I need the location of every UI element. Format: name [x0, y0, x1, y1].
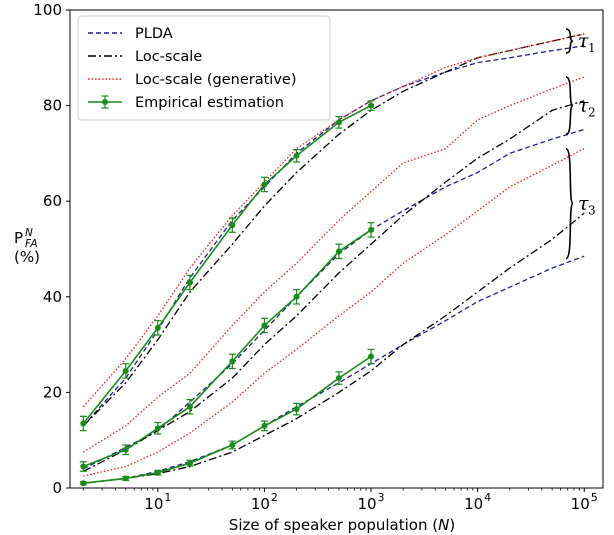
y-tick-label: 0 [52, 479, 62, 497]
series-empirical-τ3 [79, 348, 375, 487]
data-point [335, 375, 342, 382]
annotations: τ 1τ 2τ 3 [565, 28, 596, 260]
y-tick-label: 40 [43, 288, 62, 306]
data-point [229, 441, 236, 448]
series-line [83, 148, 585, 477]
data-point [154, 425, 161, 432]
data-point [154, 469, 161, 476]
legend-entry: Empirical estimation [88, 95, 284, 111]
y-tick-label: 100 [33, 1, 62, 19]
series-empirical-τ1 [79, 100, 375, 432]
legend-label: Loc-scale (generative) [135, 72, 296, 88]
tau-subscript: 1 [588, 41, 596, 55]
y-axis-label-main: P [14, 229, 23, 247]
series-line [82, 76, 585, 453]
tau-label: τ [578, 30, 589, 52]
brace [565, 147, 574, 260]
series-line [83, 128, 585, 470]
y-tick-label: 60 [43, 192, 62, 210]
x-tick-exponent: 4 [484, 491, 491, 504]
series-generative-τ2 [82, 76, 585, 453]
data-point [80, 463, 87, 470]
series-generative-τ3 [83, 148, 585, 477]
x-tick-label: 10 [464, 495, 483, 513]
data-point [293, 406, 300, 413]
x-tick-exponent: 2 [271, 491, 278, 504]
x-tick-label: 10 [357, 495, 376, 513]
plot-frame [69, 9, 604, 489]
data-point [80, 420, 87, 427]
legend-label: Empirical estimation [135, 95, 284, 111]
legend-entry: PLDA [88, 26, 173, 42]
data-point [293, 152, 300, 159]
y-axis-label-sup: N [25, 227, 33, 239]
series-line [83, 255, 585, 484]
legend-label: PLDA [135, 26, 173, 42]
legend-box [77, 15, 331, 121]
y-tick-label: 80 [43, 97, 62, 115]
tau-label: τ [578, 193, 589, 215]
data-point [335, 248, 342, 255]
data-point [261, 181, 268, 188]
data-point [122, 367, 129, 374]
tau-subscript: 3 [588, 204, 596, 218]
data-point [229, 358, 236, 365]
series-locscale-τ2 [83, 100, 585, 472]
series-plda-τ2 [83, 128, 585, 470]
series-locscale-τ3 [83, 212, 585, 484]
brace [565, 76, 574, 136]
legend-entry: Loc-scale (generative) [88, 72, 296, 88]
data-point [186, 460, 193, 467]
series-locscale-τ1 [82, 33, 585, 427]
series-empirical-τ2 [79, 222, 375, 472]
series-plda-τ3 [83, 255, 585, 484]
y-axis-label: P N FA (%) [14, 227, 40, 266]
data-point [186, 279, 193, 286]
data-point [335, 119, 342, 126]
tau-subscript: 2 [588, 106, 596, 120]
legend-marker [102, 99, 108, 105]
series-layer [79, 33, 585, 487]
x-tick-label: 10 [571, 495, 590, 513]
x-tick-exponent: 3 [378, 491, 385, 504]
series-line [82, 33, 585, 427]
legend: PLDA Loc-scale Loc-scale (generative) Empir… [77, 15, 331, 121]
y-tick-label: 20 [43, 383, 62, 401]
legend-label: Loc-scale [135, 49, 202, 65]
data-point [293, 293, 300, 300]
series-line [83, 100, 585, 472]
legend-entry: Loc-scale [88, 49, 202, 65]
x-tick-exponent: 5 [591, 491, 598, 504]
y-axis-label-sub: FA [25, 238, 38, 250]
data-point [186, 403, 193, 410]
y-axis-label-unit: (%) [14, 248, 40, 266]
series-line [82, 33, 585, 408]
x-tick-exponent: 1 [164, 491, 171, 504]
x-tick-label: 10 [251, 495, 270, 513]
data-point [80, 480, 87, 487]
data-point [368, 102, 375, 109]
data-point [122, 475, 129, 482]
series-line [83, 355, 372, 484]
series-line [83, 212, 585, 484]
series-generative-τ1 [82, 33, 585, 408]
x-axis-label: Size of speaker population (N) [229, 516, 455, 534]
data-point [229, 222, 236, 229]
data-point [368, 353, 375, 360]
data-point [154, 324, 161, 331]
data-point [122, 446, 129, 453]
data-point [368, 226, 375, 233]
tau-label: τ [578, 95, 589, 117]
data-point [261, 322, 268, 329]
x-tick-label: 10 [144, 495, 163, 513]
data-point [261, 422, 268, 429]
brace [565, 28, 574, 54]
